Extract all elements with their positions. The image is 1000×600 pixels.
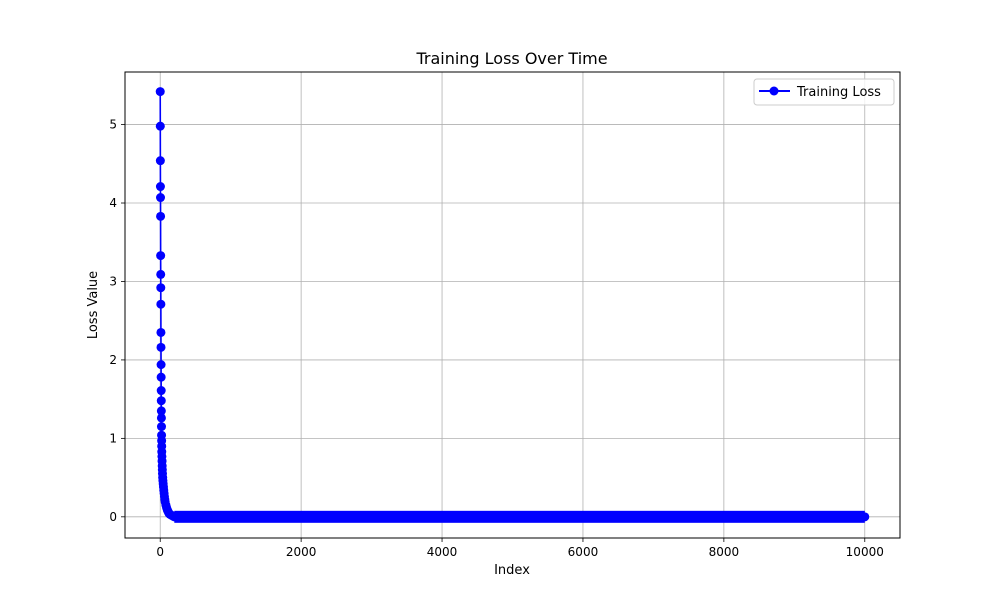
data-point <box>156 406 166 416</box>
x-tick-label: 6000 <box>568 545 599 559</box>
data-point <box>156 360 166 370</box>
data-point <box>156 396 166 406</box>
data-point <box>156 342 166 352</box>
data-point <box>155 121 165 131</box>
data-point <box>156 269 166 279</box>
y-tick-label: 1 <box>109 431 117 445</box>
data-point <box>156 251 166 261</box>
x-tick-label: 2000 <box>286 545 317 559</box>
data-point <box>155 156 165 166</box>
x-tick-label: 4000 <box>427 545 458 559</box>
data-point <box>155 182 165 192</box>
x-tick-label: 8000 <box>709 545 740 559</box>
data-point <box>156 211 166 221</box>
y-tick-label: 5 <box>109 118 117 132</box>
data-point <box>156 386 166 396</box>
y-tick-label: 0 <box>109 510 117 524</box>
plot-frame <box>124 71 901 539</box>
legend-marker <box>769 86 779 96</box>
y-axis-label: Loss Value <box>86 271 101 339</box>
series-layer <box>155 87 870 523</box>
legend: Training Loss <box>753 78 895 106</box>
y-tick-label: 3 <box>109 274 117 288</box>
data-point <box>156 422 166 432</box>
dense-markers <box>174 510 865 523</box>
data-point <box>155 87 165 97</box>
data-point <box>860 512 870 522</box>
data-point <box>156 193 166 203</box>
legend-box <box>753 78 895 106</box>
data-point <box>169 512 179 522</box>
data-point <box>156 372 166 382</box>
x-ticks: 0 2000 4000 6000 8000 10000 <box>156 538 884 559</box>
y-tick-label: 2 <box>109 353 117 367</box>
chart-title: Training Loss Over Time <box>415 49 607 68</box>
data-point <box>156 327 166 337</box>
x-tick-label: 0 <box>156 545 164 559</box>
data-point <box>156 283 166 293</box>
data-point <box>156 299 166 309</box>
data-point <box>156 413 166 423</box>
x-axis-label: Index <box>494 563 530 578</box>
y-ticks: 0 1 2 3 4 5 <box>109 118 125 524</box>
legend-label: Training Loss <box>796 85 881 100</box>
y-tick-label: 4 <box>109 196 117 210</box>
x-tick-label: 10000 <box>846 545 884 559</box>
